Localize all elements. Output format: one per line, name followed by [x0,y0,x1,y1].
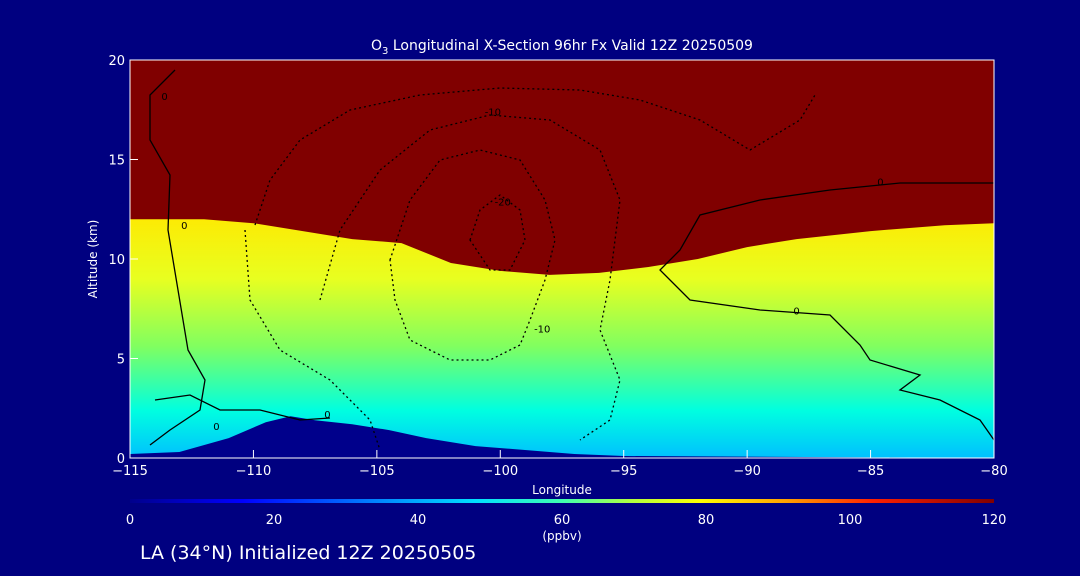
contour-dotted-inner [389,149,556,361]
contour-lines [149,69,994,451]
plot-area: -10 -20 -10 0 0 0 0 0 0 [130,60,994,458]
x-axis-label: Longitude [532,483,592,497]
y-axis-label: Altitude (km) [86,220,100,299]
colorbar-tick-label: 100 [838,513,863,528]
colorbar [130,499,994,503]
stratosphere-field [130,60,994,275]
contour-label: 0 [181,221,187,232]
footer-initialized-text: LA (34°N) Initialized 12Z 20250505 [140,542,477,564]
contour-label: 0 [793,307,799,318]
x-tick-label: −105 [359,464,395,479]
x-tick-label: −95 [610,464,637,479]
x-axis: −115 −110 −105 −100 −95 −90 −85 −80 [112,450,1008,479]
y-axis: 0 5 10 15 20 [108,54,138,467]
y-tick-label: 0 [117,452,125,467]
contour-zero-east [659,182,994,441]
contour-label: -10 [485,108,501,119]
y-tick-label: 15 [108,154,125,169]
contour-label: 0 [161,92,167,103]
colorbar-tick-label: 60 [554,513,571,528]
contour-labels: -10 -20 -10 0 0 0 0 0 0 [161,92,883,433]
colorbar-ticks: 0 20 40 60 80 100 120 [126,513,1007,528]
x-tick-label: −115 [112,464,148,479]
y-tick-label: 20 [108,54,125,69]
contour-label: 0 [877,177,883,188]
colorbar-tick-label: 0 [126,513,134,528]
x-tick-label: −110 [236,464,272,479]
contour-label: -10 [534,325,550,336]
colorbar-tick-label: 20 [266,513,283,528]
colorbar-tick-label: 40 [410,513,427,528]
contour-dotted-core [469,194,526,271]
contour-zero-west [149,69,206,446]
colorbar-unit: (ppbv) [542,529,581,543]
contour-label: 0 [324,410,330,421]
x-tick-label: −80 [980,464,1007,479]
chart-title: O3 Longitudinal X-Section 96hr Fx Valid … [371,38,753,57]
contour-zero-terrain [154,394,331,421]
y-tick-label: 5 [117,353,125,368]
y-tick-label: 10 [108,253,125,268]
colorbar-tick-label: 120 [982,513,1007,528]
x-tick-label: −85 [857,464,884,479]
terrain [130,416,994,458]
x-tick-label: −90 [733,464,760,479]
contour-label: -20 [495,197,511,208]
contour-label: 0 [213,422,219,433]
colorbar-tick-label: 80 [698,513,715,528]
x-tick-label: −100 [482,464,518,479]
